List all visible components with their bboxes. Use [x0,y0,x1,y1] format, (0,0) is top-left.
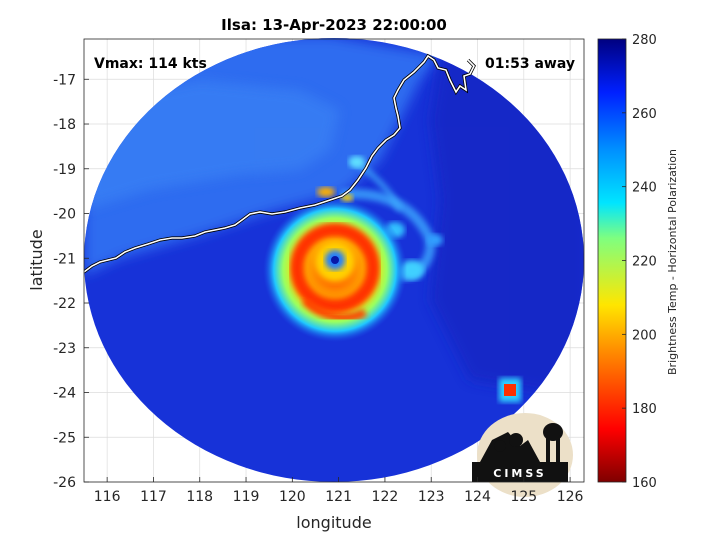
colorbar-tick-label: 200 [632,328,657,343]
y-tick-label: -21 [53,251,76,267]
colorbar-label: Brightness Temp - Horizontal Polarizatio… [666,149,679,375]
y-tick-label: -26 [53,475,76,491]
x-tick-label: 119 [233,489,260,505]
time-away-label: 01:53 away [485,56,575,72]
x-tick-label: 116 [94,489,121,505]
colorbar-ticks: 280 260 240 220 200 180 160 [622,33,657,491]
storm-eye [331,256,339,264]
x-ticks: 116 117 118 119 120 121 122 123 124 125 126 [94,477,584,505]
colorbar-tick-label: 280 [632,33,657,48]
x-tick-label: 121 [325,489,352,505]
figure-title: Ilsa: 13-Apr-2023 22:00:00 [221,16,447,34]
coastline [84,53,476,274]
colorbar-tick-label: 180 [632,402,657,417]
x-tick-label: 117 [140,489,167,505]
cimss-logo: CIMSS [472,413,573,497]
y-tick-label: -25 [53,430,76,446]
y-tick-label: -23 [53,341,76,357]
colorbar-tick-label: 260 [632,107,657,122]
x-tick-label: 126 [557,489,584,505]
x-tick-label: 122 [372,489,399,505]
y-tick-label: -20 [53,207,76,223]
x-tick-label: 124 [464,489,491,505]
y-tick-label: -19 [53,162,76,178]
y-axis-label: latitude [27,229,46,290]
x-tick-label: 123 [418,489,445,505]
x-tick-label: 125 [510,489,537,505]
vmax-label: Vmax: 114 kts [94,56,207,72]
colorbar [597,38,627,483]
y-tick-label: -17 [53,72,76,88]
y-ticks: -17 -18 -19 -20 -21 -22 -23 -24 -25 -26 [53,72,89,491]
y-tick-label: -18 [53,117,76,133]
x-tick-label: 118 [186,489,213,505]
y-tick-label: -22 [53,296,76,312]
colorbar-tick-label: 240 [632,181,657,196]
colorbar-tick-label: 220 [632,255,657,270]
x-axis-label: longitude [296,513,371,532]
colorbar-tick-label: 160 [632,476,657,491]
y-tick-label: -24 [53,386,76,402]
logo-text: CIMSS [493,467,546,480]
axes-frame [83,38,585,483]
x-tick-label: 120 [279,489,306,505]
